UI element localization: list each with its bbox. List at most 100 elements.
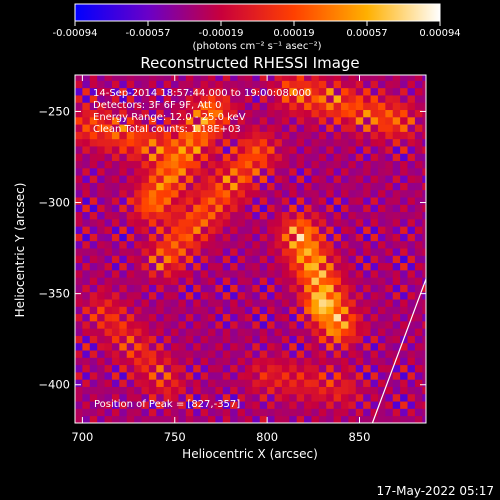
heatmap-cell xyxy=(274,350,283,358)
heatmap-cell xyxy=(104,226,113,234)
heatmap-cell xyxy=(178,313,187,322)
heatmap-cell xyxy=(267,415,275,423)
heatmap-cell xyxy=(385,153,394,162)
heatmap-cell xyxy=(281,335,290,344)
heatmap-cell xyxy=(141,364,150,373)
heatmap-cell xyxy=(311,357,320,366)
heatmap-cell xyxy=(341,277,349,285)
heatmap-cell xyxy=(267,313,275,322)
heatmap-cell xyxy=(363,95,371,103)
heatmap-cell xyxy=(89,75,98,81)
heatmap-cell xyxy=(311,131,320,140)
annotation-detectors: Detectors: 3F 6F 9F, Att 0 xyxy=(93,100,221,111)
heatmap-cell xyxy=(193,167,202,176)
y-tick-label: −400 xyxy=(38,378,70,392)
heatmap-cell xyxy=(296,233,305,242)
heatmap-cell xyxy=(111,328,120,336)
heatmap-cell xyxy=(355,313,364,322)
heatmap-cell xyxy=(414,87,423,96)
heatmap-cell xyxy=(119,255,128,264)
heatmap-cell xyxy=(304,116,312,125)
heatmap-cell xyxy=(75,109,83,118)
heatmap-cell xyxy=(326,277,335,285)
heatmap-cell xyxy=(252,401,261,409)
heatmap-cell xyxy=(82,393,91,402)
heatmap-cell xyxy=(392,284,401,293)
heatmap-cell xyxy=(163,262,172,271)
heatmap-cell xyxy=(341,218,349,227)
heatmap-cell xyxy=(82,408,91,417)
heatmap-cell xyxy=(333,160,342,169)
heatmap-cell xyxy=(326,306,335,315)
heatmap-cell xyxy=(259,335,268,344)
heatmap-cell xyxy=(141,95,150,103)
heatmap-cell xyxy=(341,189,349,198)
heatmap-cell xyxy=(326,80,335,89)
heatmap-cell xyxy=(355,146,364,154)
heatmap-cell xyxy=(267,182,275,191)
heatmap-cell xyxy=(259,102,268,111)
heatmap-cell xyxy=(200,379,209,387)
heatmap-cell xyxy=(281,248,290,256)
heatmap-cell xyxy=(385,371,394,380)
heatmap-cell xyxy=(326,204,335,213)
heatmap-cell xyxy=(267,146,275,154)
heatmap-cell xyxy=(385,197,394,205)
heatmap-cell xyxy=(222,393,231,402)
heatmap-cell xyxy=(400,306,408,315)
heatmap-cell xyxy=(422,415,426,423)
heatmap-cell xyxy=(341,335,349,344)
heatmap-cell xyxy=(244,146,253,154)
heatmap-cell xyxy=(134,218,142,227)
heatmap-cell xyxy=(111,226,120,234)
heatmap-cell xyxy=(341,299,349,307)
heatmap-cell xyxy=(355,138,364,147)
heatmap-cell xyxy=(163,306,172,315)
heatmap-cell xyxy=(414,75,423,81)
heatmap-cell xyxy=(422,386,426,395)
heatmap-cell xyxy=(348,328,357,336)
heatmap-cell xyxy=(385,211,394,220)
heatmap-cell xyxy=(237,262,246,271)
heatmap-cell xyxy=(185,138,194,147)
heatmap-cell xyxy=(400,109,408,118)
heatmap-cell xyxy=(348,138,357,147)
heatmap-cell xyxy=(178,80,187,89)
heatmap-cell xyxy=(377,313,386,322)
heatmap-cell xyxy=(134,386,142,395)
heatmap-cell xyxy=(296,248,305,256)
heatmap-cell xyxy=(267,218,275,227)
heatmap-cell xyxy=(355,328,364,336)
heatmap-cell xyxy=(363,102,371,111)
heatmap-cell xyxy=(326,240,335,249)
heatmap-cell xyxy=(267,342,275,351)
heatmap-cell xyxy=(156,160,165,169)
heatmap-cell xyxy=(370,393,379,402)
heatmap-cell xyxy=(400,204,408,213)
heatmap-cell xyxy=(215,328,224,336)
heatmap-cell xyxy=(193,124,202,132)
heatmap-cell xyxy=(311,116,320,125)
heatmap-cell xyxy=(377,255,386,264)
heatmap-cell xyxy=(171,320,179,329)
heatmap-cell xyxy=(304,364,312,373)
heatmap-cell xyxy=(148,408,157,417)
heatmap-cell xyxy=(333,75,342,81)
heatmap-cell xyxy=(82,299,91,307)
heatmap-cell xyxy=(304,182,312,191)
heatmap-cell xyxy=(370,146,379,154)
heatmap-cell xyxy=(274,80,283,89)
heatmap-cell xyxy=(289,393,298,402)
heatmap-cell xyxy=(259,109,268,118)
heatmap-cell xyxy=(333,226,342,234)
heatmap-cell xyxy=(104,124,113,132)
heatmap-cell xyxy=(244,291,253,300)
heatmap-cell xyxy=(422,255,426,264)
heatmap-cell xyxy=(341,401,349,409)
heatmap-cell xyxy=(222,146,231,154)
heatmap-cell xyxy=(148,240,157,249)
heatmap-cell xyxy=(252,328,261,336)
heatmap-cell xyxy=(422,124,426,132)
heatmap-cell xyxy=(407,357,416,366)
heatmap-cell xyxy=(237,248,246,256)
